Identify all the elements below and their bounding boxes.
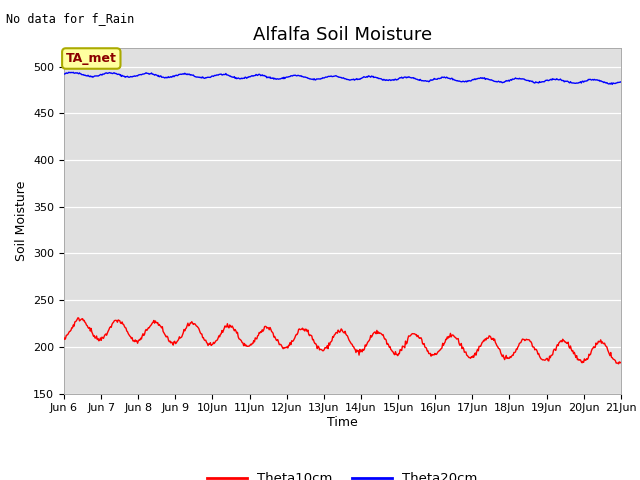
Text: TA_met: TA_met (66, 52, 116, 65)
Y-axis label: Soil Moisture: Soil Moisture (15, 180, 28, 261)
Legend: Theta10cm, Theta20cm: Theta10cm, Theta20cm (202, 467, 483, 480)
Title: Alfalfa Soil Moisture: Alfalfa Soil Moisture (253, 25, 432, 44)
Text: No data for f_Rain: No data for f_Rain (6, 12, 134, 25)
X-axis label: Time: Time (327, 416, 358, 429)
